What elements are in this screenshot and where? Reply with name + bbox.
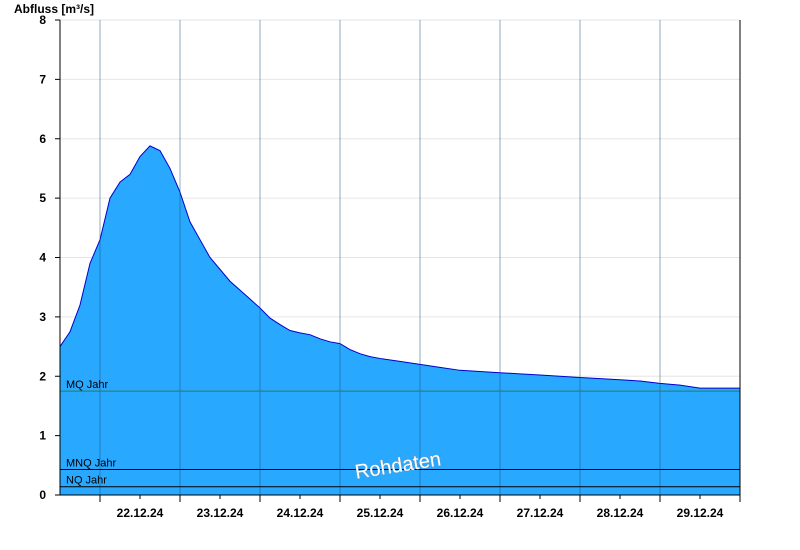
- reference-lines: MQ Jahr MNQ Jahr NQ Jahr: [60, 379, 740, 488]
- axes: 0 1 2 3 4 5 6 7 8 22.12.24 23.12.24 24.12.24 25.12.2…: [39, 13, 741, 520]
- y-axis-title: Abfluss [m³/s]: [14, 2, 94, 16]
- x-tick-label: 26.12.24: [437, 506, 484, 520]
- plot-area: [59, 145, 740, 495]
- y-tick-label: 2: [39, 369, 46, 383]
- x-tick-label: 29.12.24: [677, 506, 724, 520]
- reference-line-label: MNQ Jahr: [66, 457, 116, 469]
- day-separators: [99, 20, 661, 495]
- x-tick-label: 25.12.24: [357, 506, 404, 520]
- x-tick-label: 24.12.24: [277, 506, 324, 520]
- y-tick-label: 1: [39, 429, 46, 443]
- x-tick-label: 22.12.24: [117, 506, 164, 520]
- x-tick-label: 28.12.24: [597, 506, 644, 520]
- discharge-line: [59, 145, 740, 389]
- y-tick-label: 3: [39, 310, 46, 324]
- y-tick-label: 6: [39, 132, 46, 146]
- discharge-area: [60, 145, 740, 495]
- y-tick-label: 8: [39, 13, 46, 27]
- x-tick-label: 27.12.24: [517, 506, 564, 520]
- reference-line-label: MQ Jahr: [66, 379, 109, 391]
- y-tick-label: 0: [39, 488, 46, 502]
- y-tick-label: 7: [39, 72, 46, 86]
- y-tick-label: 5: [39, 191, 46, 205]
- x-tick-label: 23.12.24: [197, 506, 244, 520]
- y-tick-label: 4: [39, 251, 46, 265]
- reference-line-label: NQ Jahr: [66, 475, 107, 487]
